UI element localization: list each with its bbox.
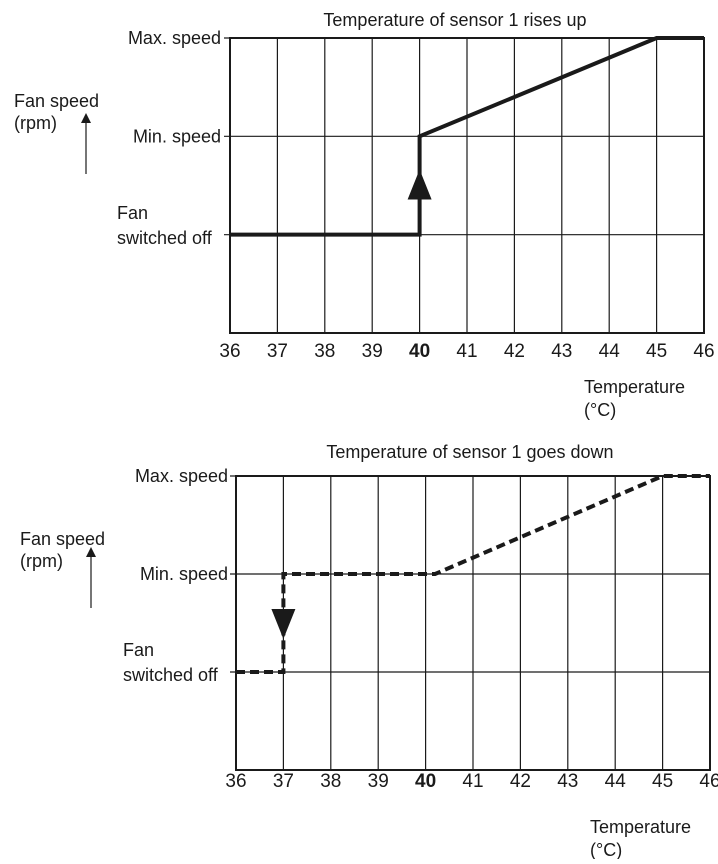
fan-speed-series-line — [236, 474, 710, 674]
x-tick-label: 42 — [504, 341, 525, 362]
x-tick-label: 45 — [646, 341, 667, 362]
chart-2: Temperature of sensor 1 goes down Max. sp… — [20, 442, 718, 860]
x-tick-label: 44 — [605, 771, 627, 792]
chart-title: Temperature of sensor 1 rises up — [323, 10, 586, 30]
y-level-label: switched off — [117, 228, 213, 248]
x-axis-label: (°C) — [590, 840, 622, 859]
x-tick-label: 38 — [320, 771, 341, 792]
step-up-arrow-icon — [407, 169, 432, 200]
x-axis-label: Temperature — [584, 377, 685, 397]
y-level-label: Min. speed — [133, 126, 221, 146]
x-tick-label: 44 — [599, 341, 621, 362]
y-level-label: Max. speed — [135, 466, 228, 486]
y-axis-label: Fan speed — [20, 529, 105, 549]
x-tick-label: 43 — [551, 341, 572, 362]
step-down-arrow-icon — [271, 609, 296, 639]
x-tick-label: 38 — [314, 341, 335, 362]
x-tick-label: 37 — [273, 771, 294, 792]
x-tick-label: 46 — [699, 771, 718, 792]
y-axis-arrow-icon — [81, 113, 91, 123]
x-tick-label: 46 — [693, 341, 714, 362]
x-tick-label: 40 — [415, 771, 436, 792]
x-tick-label: 40 — [409, 341, 430, 362]
x-axis-label: Temperature — [590, 817, 691, 837]
x-tick-label: 43 — [557, 771, 578, 792]
chart-title: Temperature of sensor 1 goes down — [326, 442, 613, 462]
x-tick-label: 37 — [267, 341, 288, 362]
x-tick-label: 39 — [362, 341, 383, 362]
y-level-label: Fan — [123, 640, 154, 660]
x-tick-label: 36 — [225, 771, 246, 792]
x-tick-label: 39 — [368, 771, 389, 792]
x-tick-label: 41 — [462, 771, 483, 792]
y-level-label: Min. speed — [140, 564, 228, 584]
y-axis-label: Fan speed — [14, 91, 99, 111]
chart-1: Temperature of sensor 1 rises up Max. spe… — [14, 10, 715, 420]
x-axis-label: (°C) — [584, 400, 616, 420]
y-axis-label: (rpm) — [14, 113, 57, 133]
fan-speed-series-line — [230, 36, 704, 237]
y-level-label: Fan — [117, 203, 148, 223]
x-tick-label: 45 — [652, 771, 673, 792]
y-level-label: switched off — [123, 665, 219, 685]
x-tick-label: 36 — [219, 341, 240, 362]
x-tick-label: 42 — [510, 771, 531, 792]
x-tick-label: 41 — [456, 341, 477, 362]
y-axis-arrow-icon — [86, 547, 96, 557]
y-axis-label: (rpm) — [20, 551, 63, 571]
y-level-label: Max. speed — [128, 28, 221, 48]
